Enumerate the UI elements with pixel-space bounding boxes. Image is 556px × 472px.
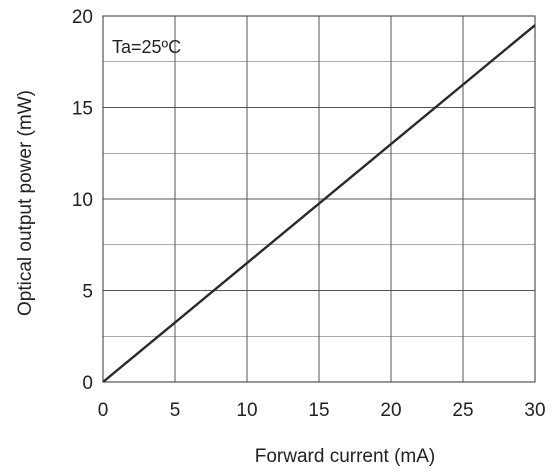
y-axis-title: Optical output power (mW): [15, 90, 36, 316]
temperature-annotation: Ta=25ºC: [112, 37, 181, 57]
x-tick-label: 10: [236, 400, 257, 421]
plot-area-frame: [102, 15, 536, 383]
y-tick-label: 5: [82, 282, 93, 303]
x-tick-label: 25: [452, 400, 473, 421]
y-tick-label: 15: [72, 99, 93, 120]
x-tick-label: 15: [308, 400, 329, 421]
series-layer: [102, 24, 536, 383]
x-axis-ticks: 0 5 10 15 20 25 30: [98, 400, 546, 421]
x-tick-label: 20: [380, 400, 401, 421]
y-tick-label: 10: [72, 190, 93, 211]
x-axis-title: Forward current (mA): [255, 446, 436, 467]
series-line-0: [102, 24, 536, 383]
grid: [103, 16, 535, 382]
y-tick-label: 0: [82, 373, 93, 394]
x-tick-label: 0: [98, 400, 109, 421]
y-tick-label: 20: [72, 7, 93, 28]
y-axis-ticks: 0 5 10 15 20: [72, 7, 93, 394]
x-tick-label: 5: [170, 400, 181, 421]
x-tick-label: 30: [524, 400, 545, 421]
